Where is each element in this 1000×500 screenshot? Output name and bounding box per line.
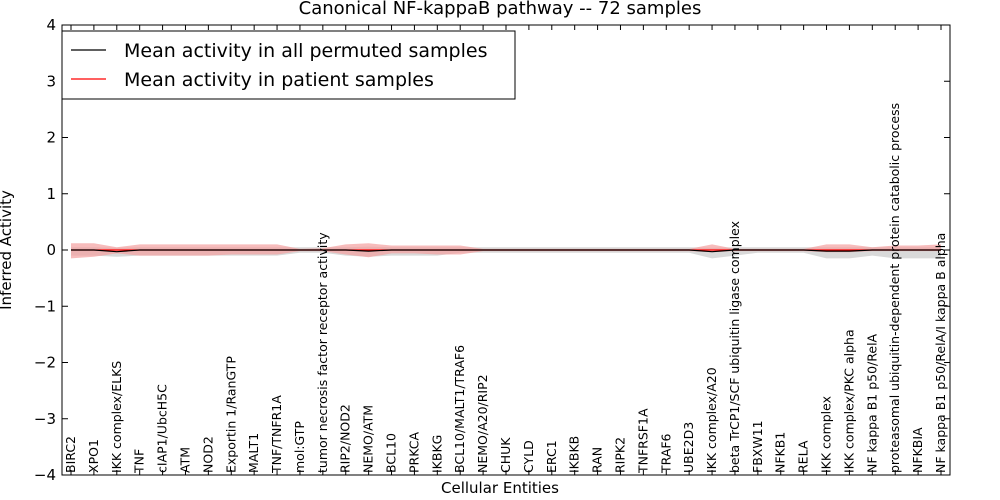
x-category-label: RELA bbox=[796, 440, 811, 473]
x-category-label: ERC1 bbox=[544, 440, 559, 473]
y-tick-label: −3 bbox=[34, 410, 56, 428]
x-category-label: IKK complex/ELKS bbox=[109, 361, 124, 473]
x-category-label: CHUK bbox=[498, 437, 513, 473]
x-category-label: FBXW11 bbox=[750, 420, 765, 473]
chart-title: Canonical NF-kappaB pathway -- 72 sample… bbox=[299, 0, 702, 19]
x-category-label: TNF bbox=[132, 449, 147, 474]
x-category-label: IKK complex/PKC alpha bbox=[841, 329, 856, 473]
x-category-label: BCL10 bbox=[384, 433, 399, 473]
y-tick-label: −1 bbox=[34, 297, 56, 315]
x-category-label: IKBKG bbox=[429, 435, 444, 473]
x-category-label: mol:GTP bbox=[292, 421, 307, 473]
x-category-label: TNF/TNFR1A bbox=[269, 395, 284, 474]
x-category-label: NOD2 bbox=[200, 436, 215, 473]
legend-label-permuted: Mean activity in all permuted samples bbox=[124, 40, 487, 62]
x-category-label: MALT1 bbox=[246, 433, 261, 473]
x-category-label: PRKCA bbox=[406, 432, 421, 473]
x-category-label: BIRC2 bbox=[63, 436, 78, 473]
legend-box bbox=[61, 30, 516, 100]
x-category-label: NFKBIA bbox=[910, 427, 925, 473]
x-axis-label: Cellular Entities bbox=[441, 479, 559, 497]
x-category-label: NF kappa B1 p50/RelA bbox=[864, 333, 879, 473]
x-category-label: RIPK2 bbox=[613, 437, 628, 473]
y-tick-label: 2 bbox=[46, 129, 56, 147]
x-category-label: cIAP1/UbcH5C bbox=[155, 384, 170, 473]
x-category-label: IKBKB bbox=[567, 436, 582, 473]
x-category-label: proteasomal ubiquitin-dependent protein … bbox=[887, 103, 902, 473]
x-category-label: NF kappa B1 p50/RelA/I kappa B alpha bbox=[933, 233, 948, 473]
x-category-label: NFKB1 bbox=[773, 432, 788, 473]
x-category-label: CYLD bbox=[521, 440, 536, 473]
x-category-label: BCL10/MALT1/TRAF6 bbox=[452, 345, 467, 473]
x-category-label: UBE2D3 bbox=[681, 422, 696, 473]
band-patient bbox=[71, 243, 941, 259]
x-category-label: TRAF6 bbox=[658, 433, 673, 474]
x-category-label: beta TrCP1/SCF ubiquitin ligase complex bbox=[727, 221, 742, 473]
legend-label-patient: Mean activity in patient samples bbox=[124, 69, 434, 91]
x-category-label: RAN bbox=[590, 447, 605, 473]
y-tick-label: 3 bbox=[46, 72, 56, 90]
x-category-label: IKK complex bbox=[819, 396, 834, 473]
x-category-label: Exportin 1/RanGTP bbox=[223, 356, 238, 473]
x-category-label: NEMO/ATM bbox=[361, 405, 376, 473]
y-axis-label: Inferred Activity bbox=[0, 190, 15, 310]
line-permuted bbox=[71, 249, 941, 253]
x-category-label: RIP2/NOD2 bbox=[338, 404, 353, 473]
legend: Mean activity in all permuted samples Me… bbox=[61, 30, 516, 100]
y-tick-label: 1 bbox=[46, 185, 56, 203]
x-category-label: XPO1 bbox=[86, 439, 101, 473]
y-tick-label: 0 bbox=[46, 241, 56, 259]
x-category-label: ATM bbox=[178, 447, 193, 473]
x-category-label: tumor necrosis factor receptor activity bbox=[315, 232, 330, 473]
y-tick-label: −2 bbox=[34, 354, 56, 372]
x-category-label: IKK complex/A20 bbox=[704, 367, 719, 473]
x-category-label: TNFRSF1A bbox=[635, 408, 650, 474]
x-category-label: NEMO/A20/RIP2 bbox=[475, 374, 490, 473]
y-tick-label: −4 bbox=[34, 466, 56, 484]
y-tick-label: 4 bbox=[46, 16, 56, 34]
